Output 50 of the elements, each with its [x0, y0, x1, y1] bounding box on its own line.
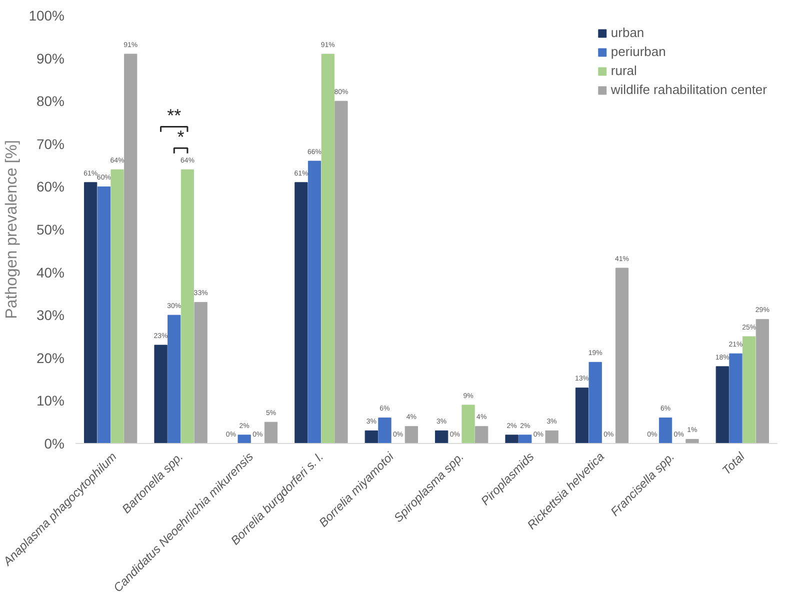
y-tick-label: 20% [36, 350, 65, 366]
bar [658, 418, 672, 444]
bar [180, 169, 194, 444]
bar [615, 268, 629, 444]
y-tick-label: 50% [36, 222, 65, 238]
bar [729, 353, 742, 444]
bar [84, 182, 98, 444]
bar [238, 434, 251, 444]
bar [194, 302, 208, 444]
bar [404, 426, 418, 444]
bar [518, 434, 532, 444]
bar [742, 336, 756, 444]
bar [462, 404, 475, 444]
y-tick-label: 10% [36, 392, 65, 409]
bar [364, 430, 378, 444]
bar [168, 314, 181, 444]
bar [110, 169, 124, 444]
annotation: ** [167, 105, 182, 126]
bar [756, 319, 769, 444]
y-tick-label: 0% [44, 436, 64, 452]
bar [716, 366, 729, 444]
legend-label: rural [610, 63, 637, 78]
y-axis-title: Pathogen prevalence [%] [4, 140, 21, 319]
bar [334, 100, 348, 444]
bar [124, 54, 138, 444]
bar [321, 54, 334, 444]
bar [378, 418, 392, 444]
bar [686, 438, 699, 444]
y-tick-label: 80% [36, 93, 65, 110]
y-tick-label: 40% [36, 264, 65, 280]
annotation: * [177, 126, 184, 147]
legend-label: wildlife rahabilitation center [610, 82, 767, 97]
bar [97, 186, 110, 444]
y-tick-label: 100% [28, 8, 65, 24]
legend-label: periurban [610, 44, 666, 59]
bar [154, 344, 168, 444]
bar [435, 430, 448, 444]
bar [588, 362, 602, 444]
legend-label: urban [610, 25, 644, 40]
bar [505, 434, 518, 444]
bar [545, 430, 558, 444]
bar [308, 160, 322, 444]
y-tick-label: 90% [36, 50, 65, 66]
bar [294, 182, 308, 444]
y-tick-label: 30% [36, 307, 65, 324]
bar [475, 426, 488, 444]
bar [264, 422, 278, 444]
y-tick-label: 70% [36, 136, 65, 152]
bar [575, 388, 589, 444]
y-tick-label: 60% [36, 178, 65, 195]
